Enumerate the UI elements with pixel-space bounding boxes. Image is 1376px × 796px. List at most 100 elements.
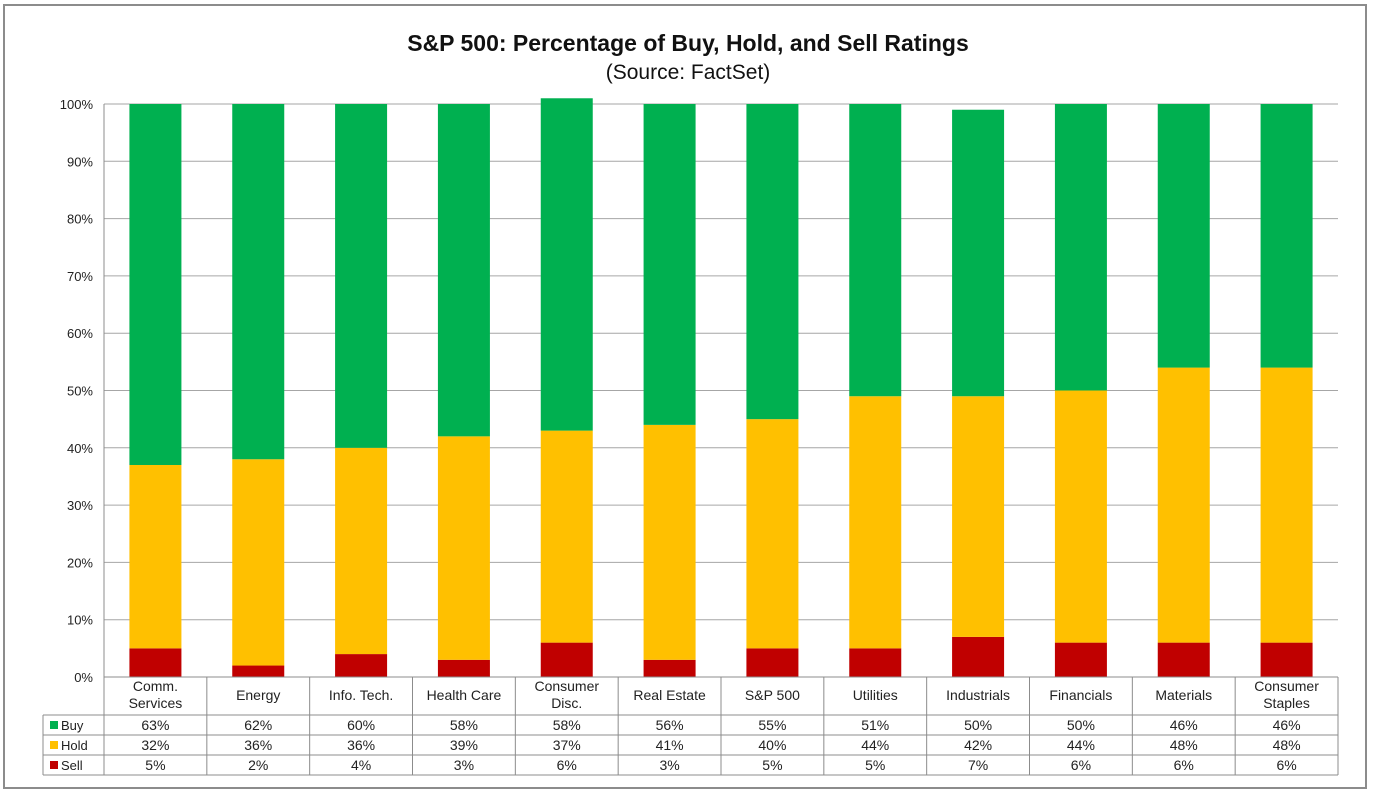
legend-label-hold: Hold	[61, 738, 88, 753]
data-table-cell: 51%	[861, 717, 889, 733]
data-table-cell: 36%	[347, 737, 375, 753]
data-table-cell: 32%	[141, 737, 169, 753]
bar-buy	[1260, 104, 1313, 368]
data-table-cell: 6%	[1276, 757, 1296, 773]
bar-buy	[540, 98, 593, 431]
legend-key-sell	[50, 761, 58, 769]
data-table-cell: 46%	[1273, 717, 1301, 733]
category-label: Materials	[1155, 687, 1212, 703]
bar-sell	[1157, 642, 1210, 677]
bar-buy	[952, 109, 1005, 397]
y-tick-label: 80%	[67, 212, 93, 227]
bar-hold	[746, 419, 799, 649]
category-label: Comm.	[133, 678, 178, 694]
bar-hold	[643, 424, 696, 660]
bar-buy	[437, 104, 490, 437]
category-label: Info. Tech.	[329, 687, 393, 703]
category-label: Utilities	[853, 687, 898, 703]
y-tick-label: 50%	[67, 384, 93, 399]
category-label: Real Estate	[633, 687, 706, 703]
data-table-cell: 60%	[347, 717, 375, 733]
bar-buy	[1054, 104, 1107, 391]
bar-sell	[849, 648, 902, 677]
bar-sell	[952, 636, 1005, 677]
bar-buy	[129, 104, 182, 465]
y-tick-label: 10%	[67, 613, 93, 628]
data-table-cell: 63%	[141, 717, 169, 733]
bar-hold	[335, 447, 388, 655]
bar-hold	[129, 464, 182, 649]
category-label: Energy	[236, 687, 280, 703]
bar-hold	[1054, 390, 1107, 643]
category-label: S&P 500	[745, 687, 800, 703]
bar-buy	[232, 104, 285, 460]
data-table-cell: 37%	[553, 737, 581, 753]
data-table-cell: 3%	[659, 757, 679, 773]
bar-buy	[1157, 104, 1210, 368]
data-table-cell: 50%	[1067, 717, 1095, 733]
y-tick-label: 40%	[67, 441, 93, 456]
data-table-cell: 58%	[553, 717, 581, 733]
data-table-cell: 5%	[145, 757, 165, 773]
bar-sell	[437, 659, 490, 677]
data-table-cell: 6%	[1071, 757, 1091, 773]
bar-sell	[540, 642, 593, 677]
y-tick-label: 0%	[74, 670, 93, 685]
data-table-cell: 62%	[244, 717, 272, 733]
y-tick-label: 100%	[60, 97, 94, 112]
bar-buy	[643, 104, 696, 425]
category-label: Staples	[1263, 695, 1310, 711]
category-label: Services	[129, 695, 183, 711]
y-tick-label: 20%	[67, 555, 93, 570]
bar-buy	[849, 104, 902, 397]
bar-hold	[849, 396, 902, 649]
bar-sell	[746, 648, 799, 677]
data-table-cell: 44%	[861, 737, 889, 753]
data-table-cell: 48%	[1170, 737, 1198, 753]
y-tick-label: 70%	[67, 269, 93, 284]
chart-subtitle: (Source: FactSet)	[605, 61, 771, 84]
data-table-cell: 5%	[762, 757, 782, 773]
data-table-cell: 39%	[450, 737, 478, 753]
y-tick-label: 30%	[67, 498, 93, 513]
bar-sell	[129, 648, 182, 677]
data-table-cell: 44%	[1067, 737, 1095, 753]
chart-title: S&P 500: Percentage of Buy, Hold, and Se…	[407, 30, 969, 56]
bar-sell	[232, 665, 285, 677]
data-table-cell: 56%	[656, 717, 684, 733]
data-table-cell: 42%	[964, 737, 992, 753]
category-label: Health Care	[427, 687, 502, 703]
data-table-cell: 4%	[351, 757, 371, 773]
y-tick-label: 60%	[67, 326, 93, 341]
bar-sell	[335, 654, 388, 677]
bar-buy	[746, 104, 799, 420]
data-table-cell: 7%	[968, 757, 988, 773]
data-table-cell: 2%	[248, 757, 268, 773]
legend-key-buy	[50, 721, 58, 729]
data-table-cell: 6%	[1174, 757, 1194, 773]
data-table-cell: 41%	[656, 737, 684, 753]
data-table-cell: 50%	[964, 717, 992, 733]
category-label: Consumer	[534, 678, 599, 694]
y-tick-label: 90%	[67, 154, 93, 169]
bar-buy	[335, 104, 388, 448]
data-table-cell: 36%	[244, 737, 272, 753]
legend-key-hold	[50, 741, 58, 749]
bar-sell	[643, 659, 696, 677]
bar-hold	[952, 396, 1005, 637]
category-label: Consumer	[1254, 678, 1319, 694]
legend-label-buy: Buy	[61, 718, 84, 733]
data-table-cell: 55%	[758, 717, 786, 733]
data-table-cell: 58%	[450, 717, 478, 733]
category-label: Industrials	[946, 687, 1010, 703]
bar-hold	[1157, 367, 1210, 643]
data-table-cell: 5%	[865, 757, 885, 773]
legend-label-sell: Sell	[61, 758, 83, 773]
data-table-cell: 3%	[454, 757, 474, 773]
bar-hold	[1260, 367, 1313, 643]
bar-sell	[1260, 642, 1313, 677]
category-label: Financials	[1049, 687, 1112, 703]
bar-hold	[437, 436, 490, 660]
bar-hold	[540, 430, 593, 643]
